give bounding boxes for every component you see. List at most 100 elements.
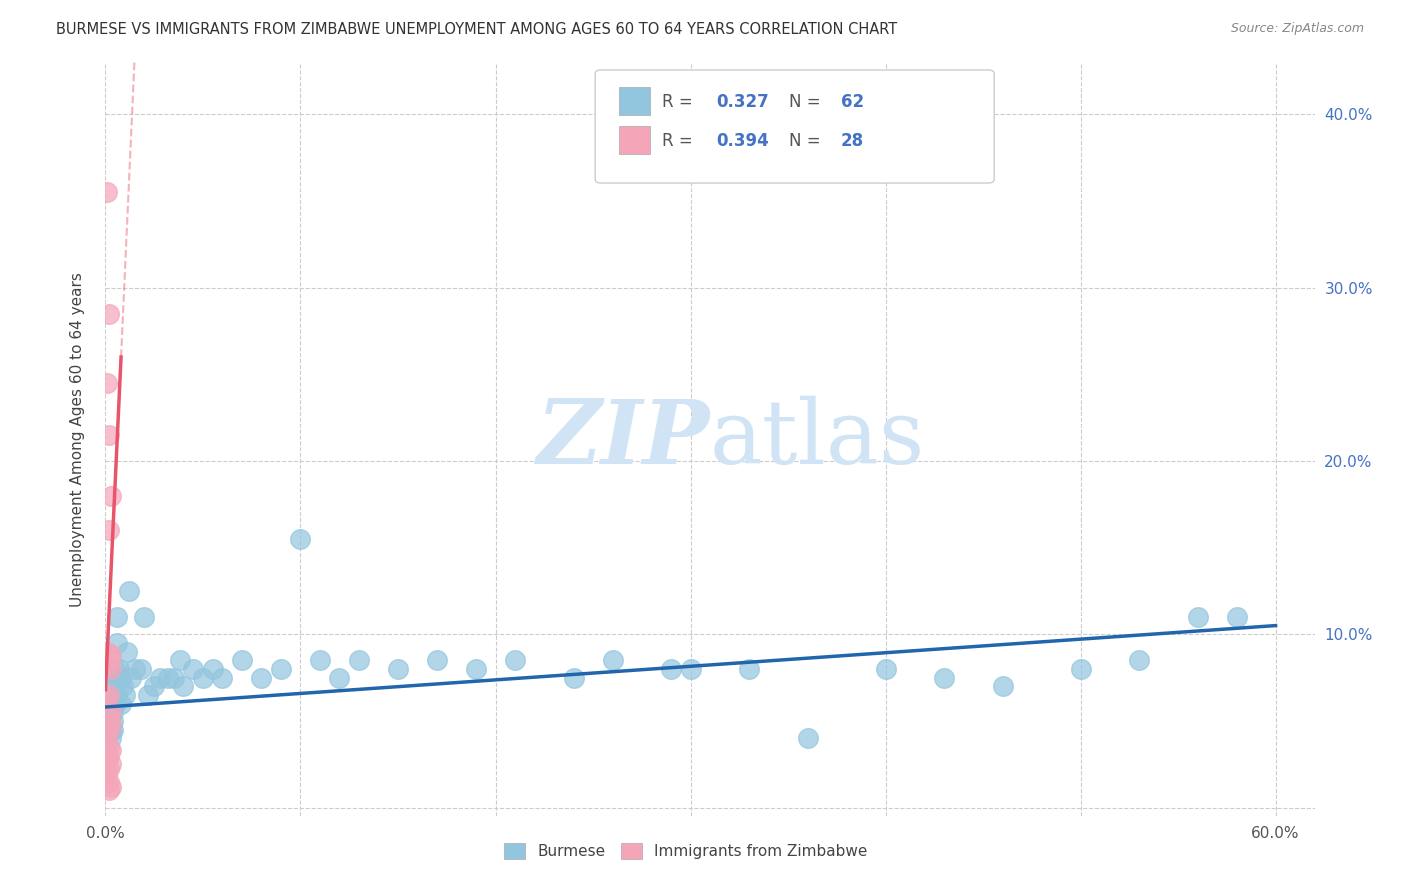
Text: 62: 62 (841, 93, 863, 111)
Y-axis label: Unemployment Among Ages 60 to 64 years: Unemployment Among Ages 60 to 64 years (70, 272, 84, 607)
Point (105, 610, 128, 624)
Point (932, 671, 955, 685)
Text: ZIP: ZIP (537, 396, 710, 483)
Point (738, 662, 761, 676)
Point (149, 671, 172, 685)
Point (1070, 662, 1092, 676)
Point (100, 705, 122, 719)
Point (270, 662, 292, 676)
Text: N =: N = (789, 93, 825, 111)
Text: R =: R = (662, 132, 697, 150)
Point (991, 679, 1014, 693)
Point (602, 653, 624, 667)
Point (96, 186, 118, 200)
Point (103, 705, 125, 719)
Text: N =: N = (789, 132, 825, 150)
Point (1226, 610, 1249, 624)
Point (138, 688, 160, 702)
Point (96, 765, 118, 780)
FancyBboxPatch shape (620, 126, 650, 154)
Point (169, 653, 191, 667)
Point (100, 743, 122, 757)
Point (129, 662, 152, 676)
Point (124, 662, 146, 676)
Point (115, 644, 138, 658)
Point (98, 653, 121, 667)
Point (110, 697, 132, 711)
Point (98, 428, 121, 442)
Point (679, 662, 702, 676)
Point (250, 671, 273, 685)
Point (98, 688, 121, 702)
Point (96, 658, 118, 673)
Point (562, 671, 585, 685)
Point (100, 648, 122, 662)
Point (118, 583, 141, 598)
Point (98, 523, 121, 537)
Text: 0.394: 0.394 (716, 132, 769, 150)
Text: R =: R = (662, 93, 697, 111)
Point (387, 662, 409, 676)
Point (103, 714, 125, 728)
Point (156, 671, 179, 685)
Point (659, 662, 682, 676)
Point (98, 783, 121, 797)
Point (98, 748, 121, 763)
Point (98, 307, 121, 321)
Point (96, 691, 118, 706)
Point (875, 662, 897, 676)
Point (98, 723, 121, 737)
Point (181, 662, 204, 676)
Text: Source: ZipAtlas.com: Source: ZipAtlas.com (1230, 22, 1364, 36)
Point (105, 688, 128, 702)
Point (100, 723, 122, 737)
Point (120, 671, 142, 685)
FancyBboxPatch shape (620, 87, 650, 115)
Point (98, 763, 121, 777)
Point (103, 723, 125, 737)
Point (96, 644, 118, 658)
Point (100, 717, 122, 731)
Text: atlas: atlas (710, 396, 925, 483)
Point (110, 671, 132, 685)
Point (163, 671, 186, 685)
Point (98, 739, 121, 754)
Point (98, 774, 121, 789)
Legend: Burmese, Immigrants from Zimbabwe: Burmese, Immigrants from Zimbabwe (498, 837, 875, 865)
Point (191, 671, 214, 685)
Point (100, 489, 122, 503)
Point (114, 688, 136, 702)
Point (134, 610, 156, 624)
Point (108, 671, 131, 685)
Point (105, 636, 128, 650)
Text: 28: 28 (841, 132, 863, 150)
Point (426, 653, 449, 667)
Point (96, 728, 118, 742)
Point (100, 705, 122, 719)
Point (347, 653, 370, 667)
Point (796, 731, 818, 746)
Point (98, 688, 121, 702)
Point (100, 671, 122, 685)
Point (172, 679, 194, 693)
Point (100, 731, 122, 746)
Point (111, 679, 134, 693)
Point (100, 780, 122, 794)
Point (465, 662, 488, 676)
Point (96, 376, 118, 390)
Point (108, 662, 131, 676)
Point (290, 532, 312, 546)
Point (104, 697, 127, 711)
Point (100, 757, 122, 772)
Point (503, 653, 526, 667)
Point (104, 679, 127, 693)
FancyBboxPatch shape (595, 70, 994, 183)
Point (211, 671, 233, 685)
Text: 0.327: 0.327 (716, 93, 769, 111)
Point (108, 671, 131, 685)
Point (309, 653, 332, 667)
Point (201, 662, 224, 676)
Point (231, 653, 253, 667)
Point (96, 752, 118, 766)
Point (1128, 653, 1150, 667)
